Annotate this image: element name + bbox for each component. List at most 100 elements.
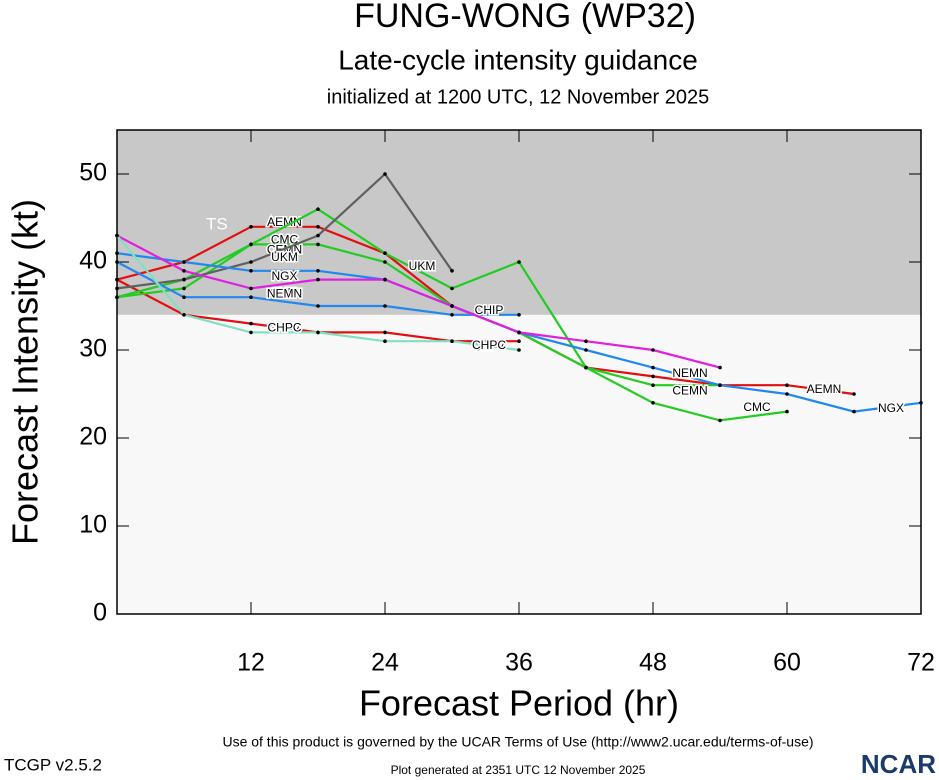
- x-tick-label: 72: [907, 649, 935, 677]
- ts-label: TS: [206, 214, 228, 233]
- data-point: [115, 260, 119, 264]
- chart-subtitle: Late-cycle intensity guidance: [338, 44, 698, 75]
- version: TCGP v2.5.2: [4, 755, 102, 774]
- data-point: [249, 321, 253, 326]
- y-tick-label: 40: [79, 247, 107, 275]
- data-point: [383, 304, 387, 308]
- series-label: NEMN: [267, 287, 302, 301]
- data-point: [115, 251, 119, 255]
- data-point: [517, 313, 521, 317]
- data-point: [249, 225, 253, 229]
- data-point: [383, 277, 387, 282]
- data-point: [115, 295, 119, 300]
- data-point: [182, 313, 186, 317]
- data-point: [182, 269, 186, 273]
- data-point: [517, 260, 521, 264]
- data-point: [517, 330, 521, 335]
- series-label: AEMN: [267, 215, 302, 229]
- data-point: [450, 313, 454, 317]
- series-line: [116, 243, 720, 387]
- data-point: [383, 260, 387, 264]
- data-point: [450, 304, 454, 308]
- series-line: [116, 234, 721, 369]
- data-point: [316, 269, 320, 273]
- data-point: [785, 409, 789, 414]
- data-point: [450, 286, 454, 291]
- x-tick-label: 48: [639, 649, 667, 677]
- data-point: [182, 295, 186, 300]
- data-point: [450, 339, 454, 344]
- data-point: [316, 242, 320, 247]
- data-point: [517, 348, 521, 352]
- data-point: [249, 242, 253, 247]
- data-point: [584, 365, 588, 370]
- data-point: [651, 401, 655, 405]
- generated: Plot generated at 2351 UTC 12 November 2…: [391, 763, 646, 777]
- x-tick-label: 60: [773, 649, 801, 677]
- data-point: [718, 418, 722, 423]
- data-point: [249, 260, 253, 264]
- logo: NCAR: [861, 749, 936, 779]
- data-point: [383, 172, 387, 176]
- y-tick-label: 50: [79, 159, 107, 187]
- series-label: CHIP: [475, 303, 504, 317]
- chart-subtitle: initialized at 1200 UTC, 12 November 202…: [327, 86, 709, 108]
- y-tick-label: 30: [79, 335, 107, 363]
- data-point: [316, 330, 320, 335]
- data-point: [785, 392, 789, 396]
- data-point: [316, 304, 320, 308]
- data-point: [651, 374, 655, 379]
- y-axis-label: Forecast Intensity (kt): [5, 199, 46, 545]
- data-point: [450, 269, 454, 273]
- data-point: [182, 260, 186, 264]
- y-tick-label: 0: [93, 599, 107, 627]
- data-point: [852, 392, 856, 396]
- series-label: CMC: [743, 400, 771, 414]
- data-point: [249, 286, 253, 291]
- x-tick-label: 24: [371, 649, 399, 677]
- series-label: CEMN: [672, 383, 707, 397]
- ts-region: [117, 130, 921, 315]
- series-label: AEMN: [807, 382, 842, 396]
- x-tick-label: 36: [505, 649, 533, 677]
- series-line: [116, 172, 453, 290]
- data-point: [249, 330, 253, 335]
- data-point: [316, 207, 320, 211]
- data-point: [383, 339, 387, 344]
- x-axis-label: Forecast Period (hr): [359, 683, 679, 724]
- series-label: UKM: [409, 259, 436, 273]
- y-tick-label: 10: [79, 511, 107, 539]
- data-point: [182, 277, 186, 282]
- data-point: [651, 365, 655, 370]
- series-label: CHPC: [267, 321, 301, 335]
- data-point: [249, 269, 253, 273]
- footer: Use of this product is governed by the U…: [222, 734, 813, 750]
- data-point: [383, 251, 387, 255]
- data-point: [115, 277, 119, 282]
- data-point: [852, 409, 856, 414]
- data-point: [316, 277, 320, 282]
- data-point: [584, 348, 588, 352]
- data-point: [182, 286, 186, 291]
- data-point: [651, 383, 655, 388]
- data-point: [584, 339, 588, 344]
- series-label: NGX: [878, 401, 904, 415]
- data-point: [651, 348, 655, 352]
- series-label: NGX: [271, 269, 297, 283]
- data-point: [517, 339, 521, 344]
- data-point: [919, 401, 923, 405]
- series-label: NEMN: [672, 366, 707, 380]
- data-point: [316, 225, 320, 229]
- x-tick-label: 12: [237, 649, 265, 677]
- chart-title: FUNG-WONG (WP32): [354, 0, 696, 35]
- data-point: [383, 330, 387, 335]
- data-point: [115, 233, 119, 238]
- data-point: [718, 365, 722, 370]
- y-tick-label: 20: [79, 423, 107, 451]
- data-point: [718, 383, 722, 388]
- series-label: CHPC: [472, 338, 506, 352]
- data-point: [249, 295, 253, 300]
- series-label: UKM: [271, 250, 298, 264]
